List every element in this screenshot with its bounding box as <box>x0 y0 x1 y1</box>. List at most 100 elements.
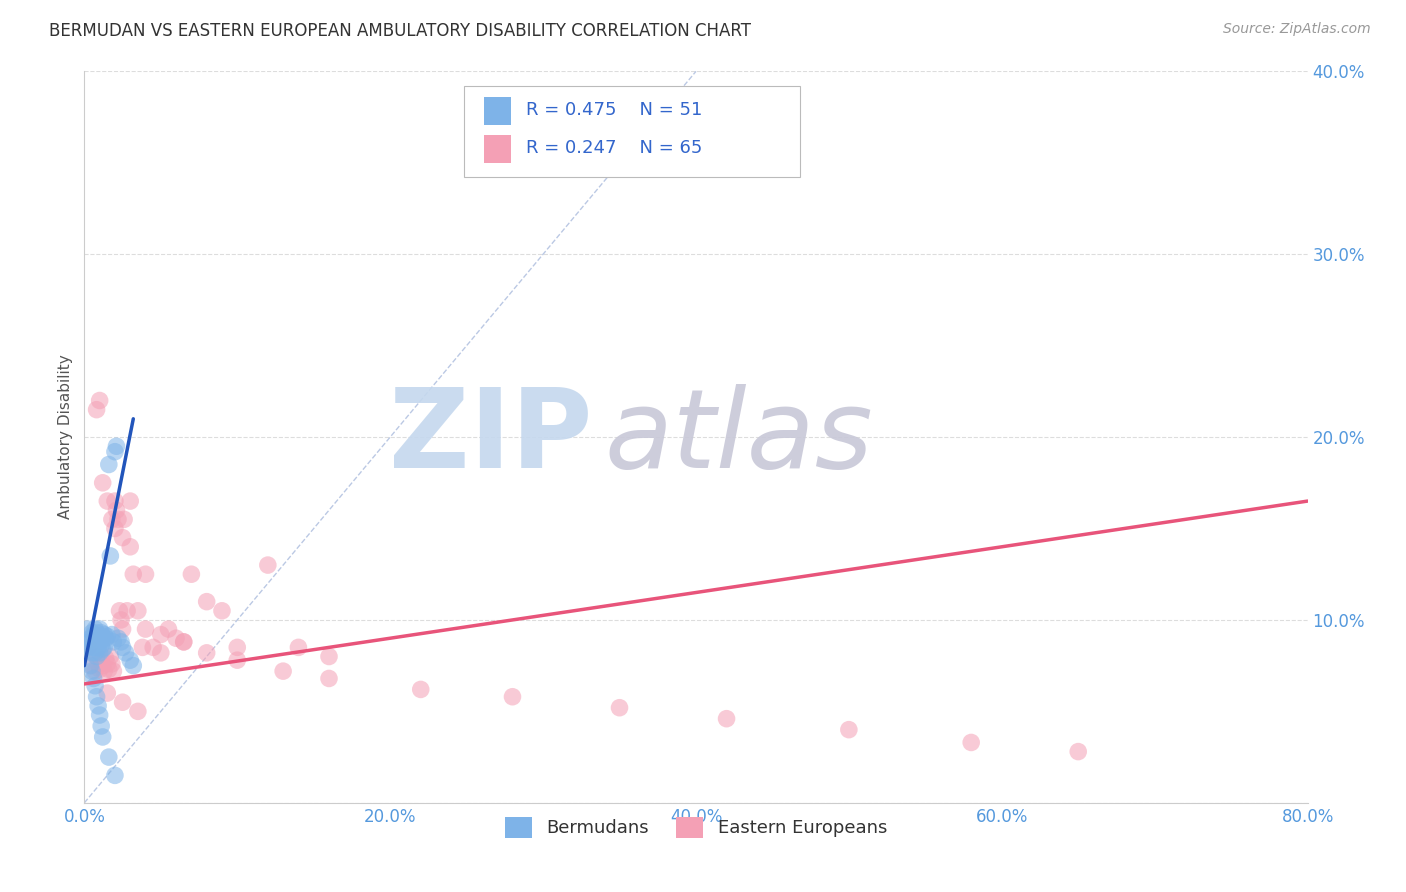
Point <box>101 657 124 671</box>
Text: R = 0.475    N = 51: R = 0.475 N = 51 <box>526 101 703 120</box>
Point <box>93 664 115 678</box>
Point <box>135 622 157 636</box>
Point <box>79 658 101 673</box>
Point <box>165 632 187 646</box>
Point <box>91 642 114 657</box>
Point <box>96 629 118 643</box>
Point <box>89 662 111 676</box>
Point <box>90 719 112 733</box>
Point <box>97 662 120 676</box>
Point <box>110 635 132 649</box>
Point <box>98 649 121 664</box>
Point <box>120 540 142 554</box>
Point <box>96 494 118 508</box>
Point <box>91 730 114 744</box>
Point <box>89 393 111 408</box>
Point <box>98 549 121 563</box>
Point <box>93 640 115 655</box>
Point <box>287 640 309 655</box>
Point <box>96 657 118 671</box>
Point <box>502 690 524 704</box>
Point <box>111 531 134 545</box>
Legend: Bermudans, Eastern Europeans: Bermudans, Eastern Europeans <box>498 810 894 845</box>
Point <box>84 635 107 649</box>
Point <box>120 653 142 667</box>
Point <box>149 646 172 660</box>
Point <box>101 512 124 526</box>
Point <box>111 695 134 709</box>
FancyBboxPatch shape <box>464 86 800 178</box>
Point <box>111 622 134 636</box>
Point <box>226 653 249 667</box>
Point <box>104 521 127 535</box>
Point <box>94 651 117 665</box>
Point <box>107 512 129 526</box>
Point <box>195 594 218 608</box>
Point <box>104 768 127 782</box>
Point <box>87 657 110 671</box>
Point <box>80 646 103 660</box>
Point <box>173 635 195 649</box>
Point <box>87 698 110 713</box>
Point <box>120 494 142 508</box>
Point <box>93 627 115 641</box>
Point <box>80 658 103 673</box>
Point <box>89 646 111 660</box>
Point <box>84 646 107 660</box>
Point <box>76 622 98 636</box>
Point <box>90 653 112 667</box>
Point <box>79 632 101 646</box>
Point <box>91 629 114 643</box>
Point <box>131 640 153 655</box>
Point <box>87 640 110 655</box>
Point <box>127 604 149 618</box>
Point <box>257 558 280 573</box>
Point <box>127 705 149 719</box>
Text: ZIP: ZIP <box>388 384 592 491</box>
Point <box>122 567 145 582</box>
Point <box>97 458 120 472</box>
Point <box>101 627 124 641</box>
Point <box>90 639 112 653</box>
Point <box>111 640 134 655</box>
Point <box>77 635 100 649</box>
Point <box>90 625 112 640</box>
Point <box>77 640 100 655</box>
Point <box>115 604 138 618</box>
Point <box>108 604 131 618</box>
Point <box>86 690 108 704</box>
Point <box>149 627 172 641</box>
Point <box>84 679 107 693</box>
Point <box>83 672 105 686</box>
Point <box>110 613 132 627</box>
Point <box>1067 745 1090 759</box>
Y-axis label: Ambulatory Disability: Ambulatory Disability <box>58 355 73 519</box>
Point <box>180 567 202 582</box>
Point <box>271 664 294 678</box>
Point <box>80 635 103 649</box>
Point <box>226 640 249 655</box>
Point <box>112 512 135 526</box>
Point <box>80 664 103 678</box>
Point <box>211 604 233 618</box>
Point <box>142 640 165 655</box>
Point <box>195 646 218 660</box>
Point <box>173 635 195 649</box>
Point <box>318 649 340 664</box>
Point <box>83 640 105 655</box>
Text: atlas: atlas <box>605 384 873 491</box>
FancyBboxPatch shape <box>484 135 512 163</box>
Point <box>89 635 111 649</box>
Point <box>609 700 631 714</box>
Point <box>89 708 111 723</box>
Point <box>97 750 120 764</box>
Point <box>79 640 101 655</box>
Point <box>114 646 136 660</box>
Point <box>86 625 108 640</box>
Point <box>96 686 118 700</box>
Text: R = 0.247    N = 65: R = 0.247 N = 65 <box>526 139 703 157</box>
Point <box>105 439 128 453</box>
Point <box>103 664 125 678</box>
Text: Source: ZipAtlas.com: Source: ZipAtlas.com <box>1223 22 1371 37</box>
Point <box>157 622 180 636</box>
